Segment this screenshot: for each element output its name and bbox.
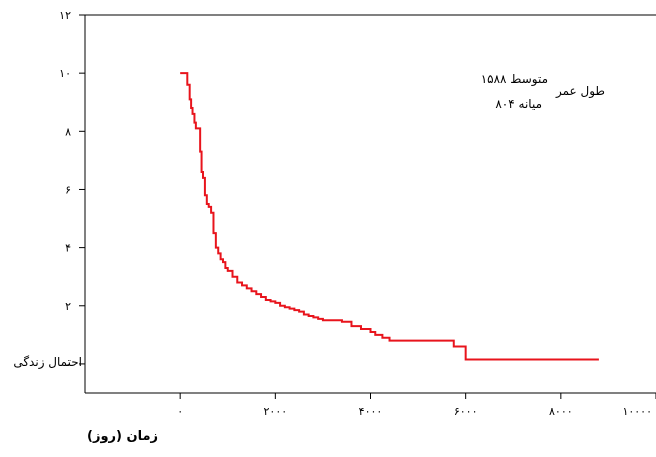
x-axis-ticks: ۰ ۲۰۰۰ ۴۰۰۰ ۶۰۰۰ ۸۰۰۰ ۱۰۰۰۰ [177, 393, 656, 418]
x-tick-label: ۶۰۰۰ [454, 405, 478, 418]
y-tick-label: ۱۰ [59, 67, 71, 80]
y-tick-label: ۶ [65, 183, 71, 196]
x-tick-label: ۱۰۰۰۰ [622, 405, 652, 418]
x-tick-label: ۰ [177, 405, 183, 418]
y-tick-label: ۴ [65, 242, 71, 255]
annotation-title: طول عمر [555, 84, 605, 99]
y-tick-label: ۸ [65, 125, 71, 138]
y-tick-label: ۲ [65, 300, 71, 313]
x-axis-title: زمان (روز) [87, 429, 158, 444]
plot-frame [84, 14, 656, 394]
x-tick-label: ۸۰۰۰ [549, 405, 573, 418]
y-axis-title: احتمال زندگی [13, 355, 82, 370]
y-tick-label: ۰ [65, 358, 71, 371]
y-tick-label: ۱۲ [59, 9, 71, 22]
annotation-mean: متوسط ۱۵۸۸ [481, 72, 548, 87]
annotation-median: میانه ۸۰۴ [495, 97, 542, 111]
survival-curve [180, 72, 599, 361]
y-axis-ticks: ۰ ۲ ۴ ۶ ۸ ۱۰ ۱۲ [59, 9, 85, 371]
x-tick-label: ۴۰۰۰ [359, 405, 383, 418]
x-tick-label: ۲۰۰۰ [264, 405, 288, 418]
